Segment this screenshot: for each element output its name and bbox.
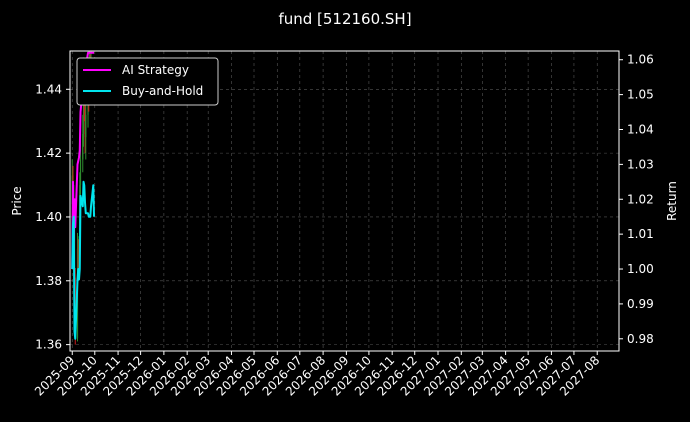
- plot-frame: [69, 50, 620, 352]
- y-right-tick-label: 0.99: [627, 297, 654, 311]
- y-axis-right-label: Return: [665, 181, 679, 221]
- candle-body: [84, 102, 86, 138]
- y-right-tick-label: 1.01: [627, 227, 654, 241]
- y-left-tick-label: 1.38: [35, 274, 62, 288]
- candle-body: [79, 159, 82, 186]
- chart-title: fund [512160.SH]: [278, 10, 411, 28]
- y-right-tick-label: 1.00: [627, 262, 654, 276]
- candle-body: [77, 248, 79, 269]
- candle-body: [85, 114, 87, 138]
- legend-label-ai-strategy: AI Strategy: [122, 63, 189, 77]
- buy-and-hold-line: [71, 180, 96, 340]
- y-right-tick-label: 0.98: [627, 332, 654, 346]
- x-axis: 2025-092025-102025-112025-122026-012026-…: [32, 351, 602, 399]
- y-left-tick-label: 1.44: [35, 82, 62, 96]
- y-axis-left: 1.36 1.38 1.40 1.42 1.44: [35, 82, 70, 352]
- y-axis-left-label: Price: [10, 186, 24, 215]
- y-left-tick-label: 1.36: [35, 338, 62, 352]
- legend-label-buy-and-hold: Buy-and-Hold: [122, 84, 203, 98]
- y-right-tick-label: 1.03: [627, 157, 654, 171]
- y-right-tick-label: 1.05: [627, 88, 654, 102]
- y-axis-right: 0.98 0.99 1.00 1.01 1.02 1.03 1.04 1.05 1.06: [619, 53, 654, 346]
- grid: [70, 51, 619, 351]
- legend-box: [76, 57, 219, 106]
- y-right-tick-label: 1.02: [627, 192, 654, 206]
- candle-body: [82, 133, 84, 160]
- y-right-tick-label: 1.06: [627, 53, 654, 67]
- y-right-tick-label: 1.04: [627, 122, 654, 136]
- y-left-tick-label: 1.42: [35, 146, 62, 160]
- y-left-tick-label: 1.40: [35, 210, 62, 224]
- legend: AI Strategy Buy-and-Hold: [76, 57, 219, 106]
